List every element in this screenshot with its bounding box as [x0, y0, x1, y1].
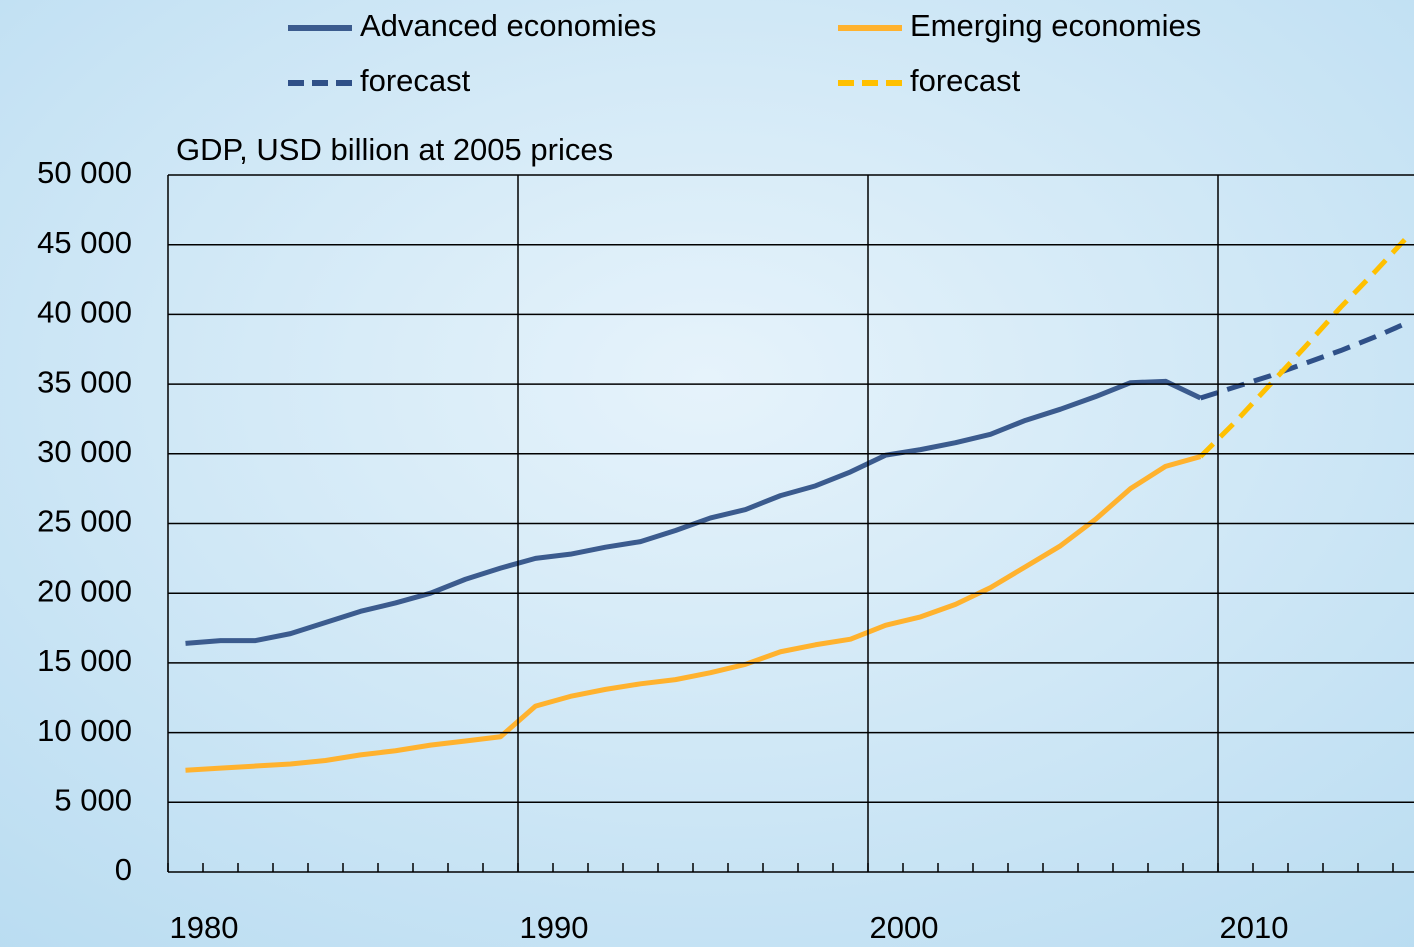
y-tick-label: 0	[115, 852, 132, 887]
legend: Advanced economies Emerging economies fore…	[288, 8, 1201, 98]
legend-label: forecast	[910, 63, 1021, 98]
x-tick-label: 2010	[1220, 910, 1289, 945]
y-tick-label: 30 000	[37, 434, 132, 469]
x-tick-label: 1990	[520, 910, 589, 945]
y-tick-label: 15 000	[37, 643, 132, 678]
x-tick-label: 2000	[870, 910, 939, 945]
y-tick-label: 45 000	[37, 225, 132, 260]
y-tick-label: 40 000	[37, 295, 132, 330]
y-tick-label: 5 000	[54, 782, 132, 817]
y-tick-label: 20 000	[37, 573, 132, 608]
chart-title: GDP, USD billion at 2005 prices	[176, 132, 613, 167]
series-line	[1198, 231, 1413, 459]
y-tick-label: 25 000	[37, 504, 132, 539]
series-line	[1199, 319, 1412, 401]
legend-label: Emerging economies	[910, 8, 1201, 43]
y-tick-label: 50 000	[37, 155, 132, 190]
x-tick-label: 1980	[170, 910, 239, 945]
y-tick-label: 10 000	[37, 713, 132, 748]
legend-label: Advanced economies	[360, 8, 656, 43]
series-line	[185, 454, 1202, 773]
y-tick-label: 35 000	[37, 364, 132, 399]
legend-label: forecast	[360, 63, 471, 98]
